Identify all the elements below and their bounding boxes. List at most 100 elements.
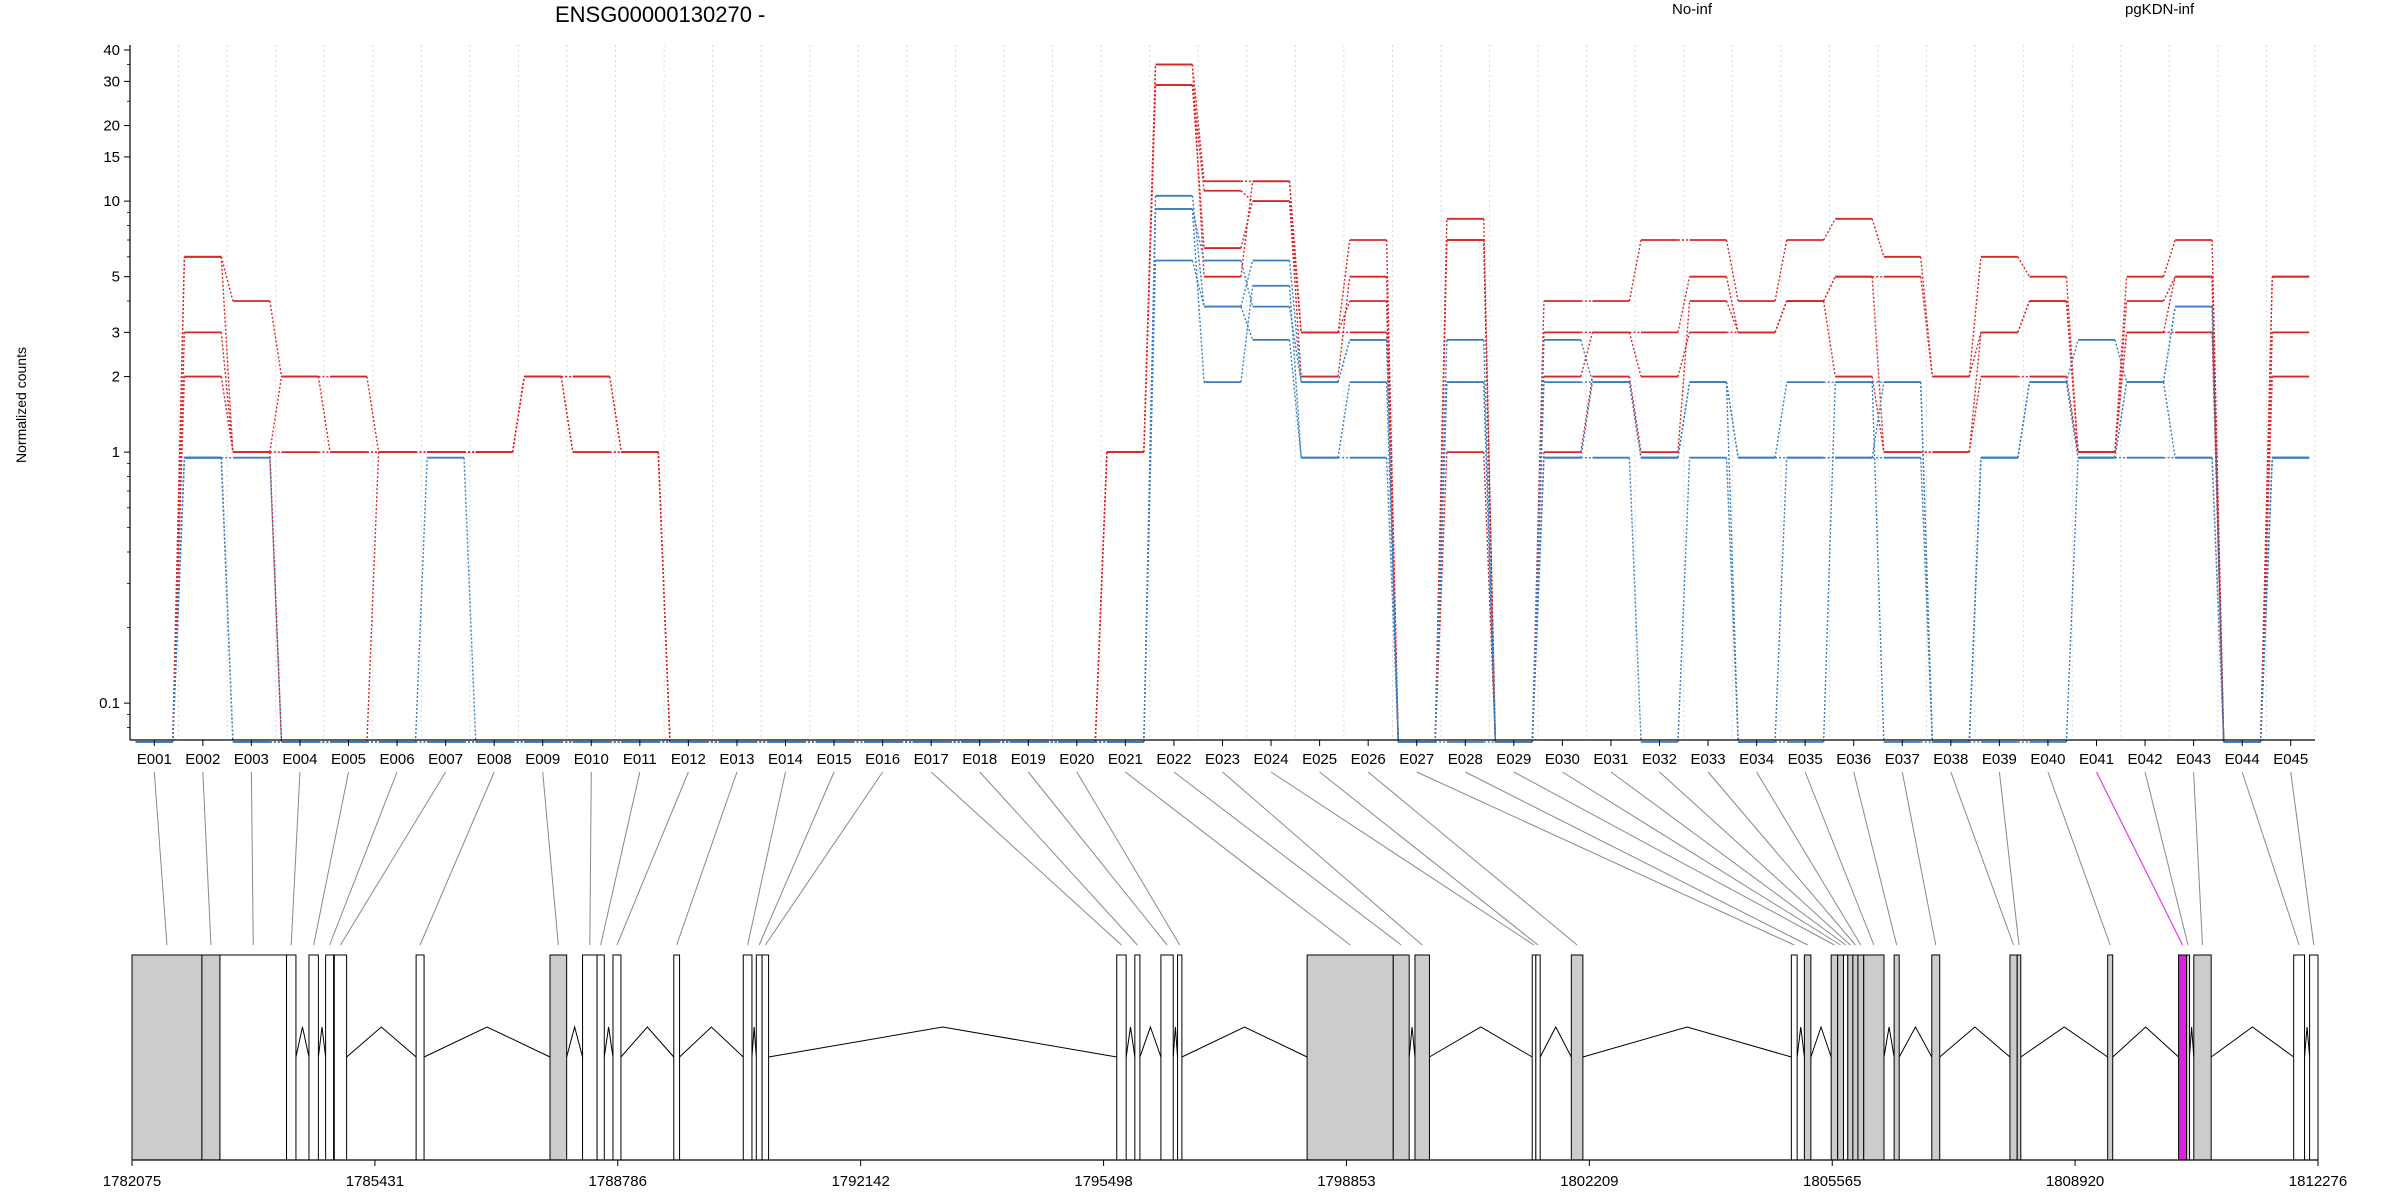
x-tick-label-e024: E024	[1254, 751, 1289, 768]
intron-line	[2304, 1026, 2311, 1058]
exon-box-e018	[1134, 954, 1141, 1161]
series-connector	[1580, 332, 1594, 377]
intron-line	[1139, 1025, 1162, 1058]
x-tick-label-e012: E012	[671, 751, 706, 768]
connector-line	[1465, 771, 1808, 946]
exon-box-e006	[325, 954, 335, 1161]
series-connector	[1483, 339, 1497, 743]
x-tick-label-e011: E011	[623, 751, 657, 768]
series-connector	[1677, 276, 1691, 333]
exon-box-e020	[1177, 954, 1183, 1161]
intron-line	[1181, 1026, 1308, 1058]
series-connector	[1628, 382, 1642, 458]
exon-box-e019	[1160, 954, 1174, 1161]
genomic-tick-label: 1798853	[1317, 1173, 1375, 1190]
series-connector	[2162, 382, 2176, 458]
exon-box-e028	[1803, 954, 1812, 1161]
exon-box-e024	[1531, 954, 1537, 1161]
connector-line	[202, 771, 212, 946]
x-tick-label-e036: E036	[1836, 751, 1871, 768]
exon-box-e012	[612, 954, 622, 1161]
connector-line	[1416, 771, 1795, 946]
connector-line	[1853, 771, 1898, 946]
x-tick-label-e022: E022	[1156, 751, 1191, 768]
series-connector	[1288, 306, 1302, 383]
connector-line	[290, 771, 301, 946]
series-connector	[2017, 300, 2031, 333]
series-connector	[1968, 332, 1982, 453]
series-connector	[1337, 300, 1351, 333]
connector-line	[2144, 771, 2189, 946]
exon-box-e026	[1570, 954, 1584, 1161]
connector-line	[1562, 771, 1841, 946]
exon-box-e037	[1931, 954, 1941, 1161]
intron-line	[1939, 1026, 2011, 1058]
connector-line	[250, 771, 254, 946]
connector-line	[1659, 771, 1851, 946]
series-connector	[1920, 256, 1934, 377]
connector-line	[1027, 771, 1168, 946]
series-connector	[1628, 457, 1642, 743]
series-connector	[2114, 339, 2128, 383]
series-connector	[1774, 300, 1788, 333]
series-connector	[1385, 339, 1399, 743]
exon-box-e031	[1842, 954, 1849, 1161]
x-axis-exon-ticks: E001 E002 E003 E004 E005 E006 E007 E008 E009 E010…	[130, 739, 2315, 768]
x-tick-label-e039: E039	[1982, 751, 2017, 768]
exon-box-e005	[308, 954, 319, 1161]
series-connector	[1288, 285, 1302, 458]
connector-line	[2241, 771, 2300, 946]
y-tick-label: 2	[112, 369, 120, 386]
vertical-gridlines	[129, 45, 2316, 740]
exon-box-e011	[596, 954, 605, 1161]
x-tick-label-e019: E019	[1011, 751, 1046, 768]
exon-box-e027	[1790, 954, 1798, 1161]
series-connector	[1871, 218, 1885, 258]
legend-pgkdn-inf: pgKDN-inf	[2125, 1, 2195, 18]
x-tick-label-e008: E008	[477, 751, 512, 768]
exon-box-e035	[1863, 954, 1885, 1161]
series-connector	[1483, 382, 1497, 743]
intron-line	[751, 1026, 757, 1058]
series-connector	[2065, 300, 2079, 453]
x-tick-label-e002: E002	[185, 751, 220, 768]
exon-box-e007	[333, 954, 348, 1161]
genomic-tick-label: 1785431	[346, 1173, 404, 1190]
connector-line	[2047, 771, 2111, 946]
genomic-tick-label: 1788786	[589, 1173, 647, 1190]
exon-box-e002	[201, 954, 221, 1161]
series-connector	[2211, 306, 2225, 743]
series-connector	[657, 452, 671, 743]
exon-box-e045	[2309, 954, 2319, 1161]
series-connector	[2065, 276, 2079, 453]
x-tick-label-e035: E035	[1788, 751, 1823, 768]
series-connector	[1094, 452, 1108, 743]
connector-line	[764, 771, 884, 946]
connector-line	[542, 771, 559, 946]
x-tick-label-e045: E045	[2273, 751, 2308, 768]
intron-line	[2112, 1026, 2179, 1058]
series-connector	[1871, 382, 1885, 458]
series-connector	[1871, 276, 1885, 453]
exon-connector-lines	[153, 771, 2315, 946]
exon-box-e016	[761, 954, 770, 1161]
connector-line	[1901, 771, 1937, 946]
connector-line	[589, 771, 592, 946]
x-tick-label-e003: E003	[234, 751, 269, 768]
connector-line	[1367, 771, 1578, 946]
y-tick-label: 3	[112, 324, 120, 341]
intron-line	[1429, 1026, 1533, 1058]
gene-model	[131, 954, 2319, 1161]
intron-line	[1582, 1026, 1792, 1058]
connector-line	[676, 771, 738, 946]
exon-box-e017	[1116, 954, 1127, 1161]
x-tick-label-e014: E014	[768, 751, 803, 768]
connector-line	[1756, 771, 1862, 946]
series-connector	[269, 376, 283, 453]
x-tick-label-e007: E007	[428, 751, 463, 768]
genomic-coordinate-axis: 1782075 1785431 1788786 1792142 1795498 17988…	[103, 1159, 2347, 1190]
exon-box-e009	[549, 954, 568, 1161]
series-connector	[220, 376, 234, 453]
x-tick-label-e021: E021	[1108, 751, 1143, 768]
x-tick-label-e023: E023	[1205, 751, 1240, 768]
